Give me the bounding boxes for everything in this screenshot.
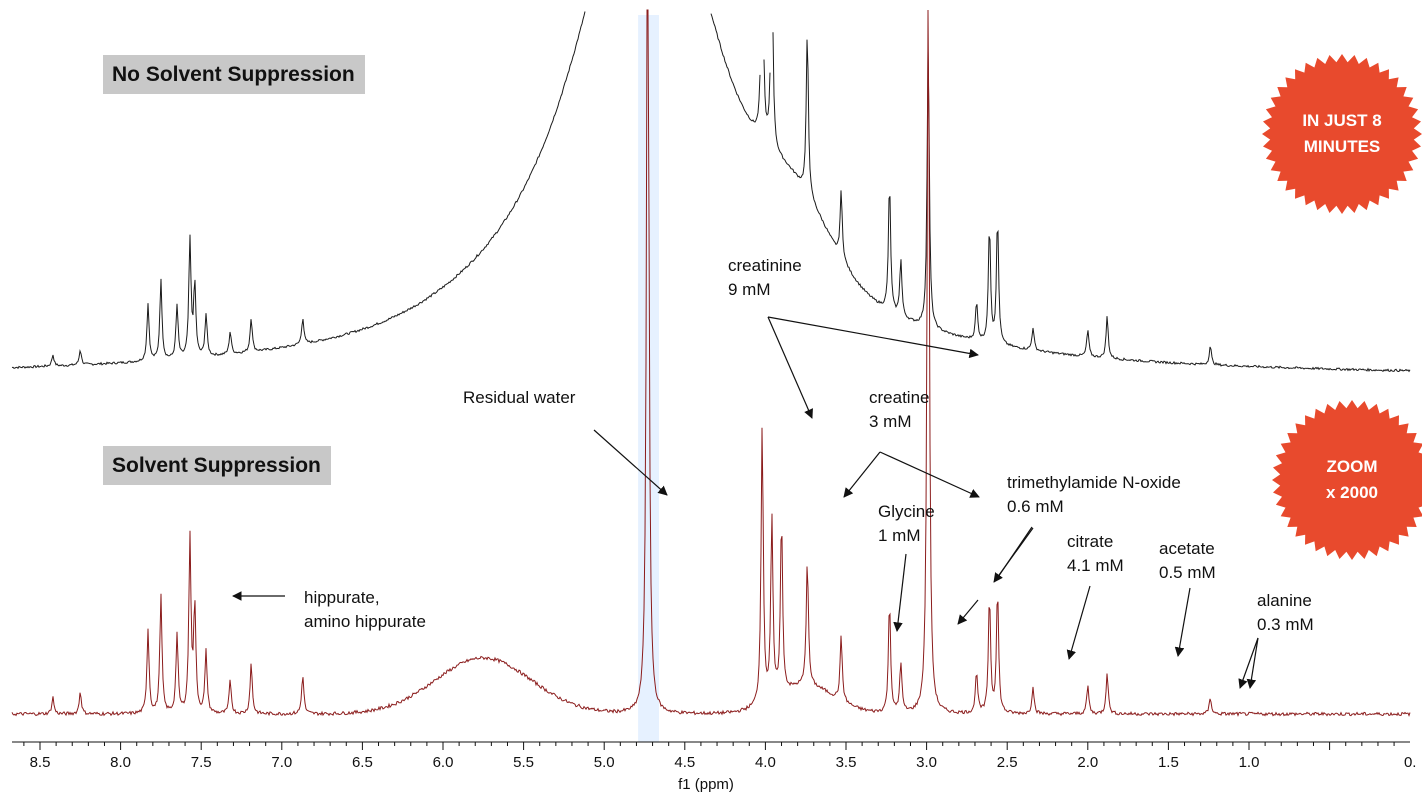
annotation-creatinine: creatinine 9 mM: [728, 256, 802, 299]
annotation-arrow: [1238, 637, 1259, 689]
x-tick-label: 7.0: [271, 754, 292, 771]
trace-no-suppression-segment-3: [772, 32, 1411, 373]
annotation-hippurate: hippurate, amino hippurate: [304, 588, 426, 631]
annotation-arrow: [767, 316, 813, 419]
annotation-arrow: [893, 553, 907, 632]
badge-top-line1: IN JUST 8: [1302, 111, 1382, 130]
annotation-creatine: creatine 3 mM: [869, 388, 930, 431]
x-tick-label: 4.5: [674, 754, 695, 771]
residual-water-highlight: [638, 15, 660, 742]
x-tick-label: 1.5: [1158, 754, 1179, 771]
x-tick-label: 7.5: [191, 754, 212, 771]
trace-no-suppression-segment-2: [763, 59, 771, 117]
suppression-label: Solvent Suppression: [103, 446, 331, 485]
annotation-line: [995, 526, 1033, 581]
annotation-citrate: citrate 4.1 mM: [1067, 532, 1124, 575]
x-tick-label: 4.0: [755, 754, 776, 771]
annotation-arrow: [767, 316, 979, 359]
x-tick-label: 5.5: [513, 754, 534, 771]
trace-no-suppression-segment-0: [11, 11, 586, 370]
annotation-tmao: trimethylamide N-oxide 0.6 mM: [1007, 473, 1181, 516]
annotation-arrow: [843, 451, 881, 498]
annotation-arrow: [957, 599, 979, 625]
x-tick-label: 0.: [1404, 754, 1417, 771]
badge-zoom: ZOOM x 2000: [1287, 454, 1417, 506]
annotation-arrows: [232, 316, 1259, 689]
x-axis: 8.5 8.0 7.5 7.0 6.5 6.0 5.5 5.0 4.5 4.0 3.5 3.0 2.5 2…: [12, 741, 1417, 771]
annotation-arrow: [1174, 587, 1191, 657]
x-axis-label: f1 (ppm): [678, 776, 734, 793]
x-tick-label: 1.0: [1239, 754, 1260, 771]
annotation-glycine: Glycine 1 mM: [878, 502, 935, 545]
annotation-arrow: [593, 429, 668, 496]
badge-bottom-line1: ZOOM: [1326, 457, 1378, 476]
badge-bottom-line2: x 2000: [1326, 483, 1378, 502]
trace-no-suppression-segment-1: [710, 13, 761, 123]
badge-starburst-bottom: [1272, 400, 1422, 560]
trace-solvent-suppression: [11, 9, 1411, 717]
x-tick-label: 2.5: [997, 754, 1018, 771]
annotation-alanine: alanine 0.3 mM: [1257, 591, 1314, 634]
annotation-arrow: [879, 451, 980, 498]
annotation-acetate: acetate 0.5 mM: [1159, 539, 1216, 582]
x-tick-label: 3.5: [836, 754, 857, 771]
no-suppression-label: No Solvent Suppression: [103, 55, 365, 94]
x-tick-label: 5.0: [594, 754, 615, 771]
annotation-residual-water: Residual water: [463, 388, 576, 407]
x-tick-label: 8.5: [30, 754, 51, 771]
x-tick-label: 3.0: [916, 754, 937, 771]
annotation-arrow: [1246, 637, 1259, 689]
x-tick-label: 2.0: [1077, 754, 1098, 771]
x-tick-label: 6.5: [352, 754, 373, 771]
x-tick-label: 8.0: [110, 754, 131, 771]
annotation-arrow: [1066, 585, 1091, 660]
badge-in-just-8-minutes: IN JUST 8 MINUTES: [1277, 108, 1407, 160]
x-tick-label: 6.0: [433, 754, 454, 771]
badge-top-line2: MINUTES: [1303, 137, 1381, 156]
badge-starburst-top: [1262, 54, 1422, 214]
